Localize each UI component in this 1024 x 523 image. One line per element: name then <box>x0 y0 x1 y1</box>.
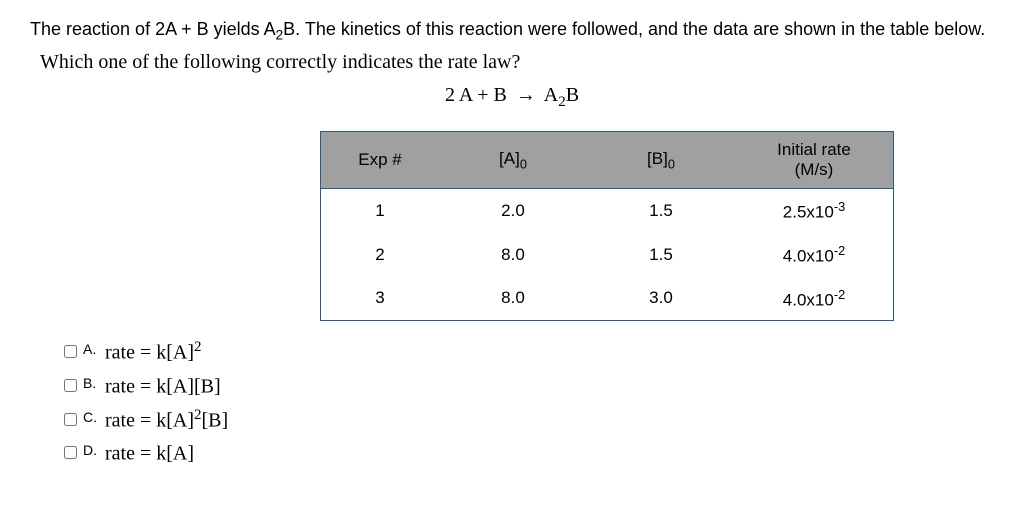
choice-c-checkbox[interactable] <box>64 413 77 426</box>
choice-letter: B. <box>83 373 101 391</box>
choice-body: rate = k[A][B] <box>105 373 221 399</box>
choice-letter: A. <box>83 339 101 357</box>
cell-a: 8.0 <box>439 277 587 321</box>
choice-body: rate = k[A] <box>105 440 194 466</box>
data-table: Exp # [A]0 [B]0 Initial rate(M/s) 1 2.0 … <box>320 131 894 322</box>
cell-a: 8.0 <box>439 233 587 277</box>
cell-b: 1.5 <box>587 233 735 277</box>
cell-exp: 2 <box>321 233 440 277</box>
choice-b[interactable]: B. rate = k[A][B] <box>60 373 994 399</box>
problem-statement: The reaction of 2A + B yields A2B. The k… <box>30 16 994 78</box>
answer-choices: A. rate = k[A]2 B. rate = k[A][B] C. rat… <box>60 339 994 466</box>
cell-exp: 3 <box>321 277 440 321</box>
choice-letter: D. <box>83 440 101 458</box>
choice-body: rate = k[A]2[B] <box>105 407 228 433</box>
col-exp: Exp # <box>321 131 440 189</box>
cell-b: 1.5 <box>587 189 735 233</box>
cell-rate: 2.5x10-3 <box>735 189 894 233</box>
choice-letter: C. <box>83 407 101 425</box>
cell-rate: 4.0x10-2 <box>735 233 894 277</box>
choice-body: rate = k[A]2 <box>105 339 202 365</box>
choice-d[interactable]: D. rate = k[A] <box>60 440 994 466</box>
cell-rate: 4.0x10-2 <box>735 277 894 321</box>
cell-a: 2.0 <box>439 189 587 233</box>
choice-a[interactable]: A. rate = k[A]2 <box>60 339 994 365</box>
intro-bold: The reaction of 2A + B yields A2B. The k… <box>30 19 985 39</box>
reaction-equation: 2 A + B → A2B <box>30 84 994 111</box>
cell-exp: 1 <box>321 189 440 233</box>
table-header-row: Exp # [A]0 [B]0 Initial rate(M/s) <box>321 131 894 189</box>
table-row: 3 8.0 3.0 4.0x10-2 <box>321 277 894 321</box>
choice-a-checkbox[interactable] <box>64 345 77 358</box>
intro-question: Which one of the following correctly ind… <box>40 51 520 73</box>
choice-c[interactable]: C. rate = k[A]2[B] <box>60 407 994 433</box>
table-row: 1 2.0 1.5 2.5x10-3 <box>321 189 894 233</box>
choice-b-checkbox[interactable] <box>64 379 77 392</box>
col-b0: [B]0 <box>587 131 735 189</box>
arrow-icon: → <box>516 84 536 107</box>
col-a0: [A]0 <box>439 131 587 189</box>
cell-b: 3.0 <box>587 277 735 321</box>
table-row: 2 8.0 1.5 4.0x10-2 <box>321 233 894 277</box>
col-rate: Initial rate(M/s) <box>735 131 894 189</box>
choice-d-checkbox[interactable] <box>64 446 77 459</box>
